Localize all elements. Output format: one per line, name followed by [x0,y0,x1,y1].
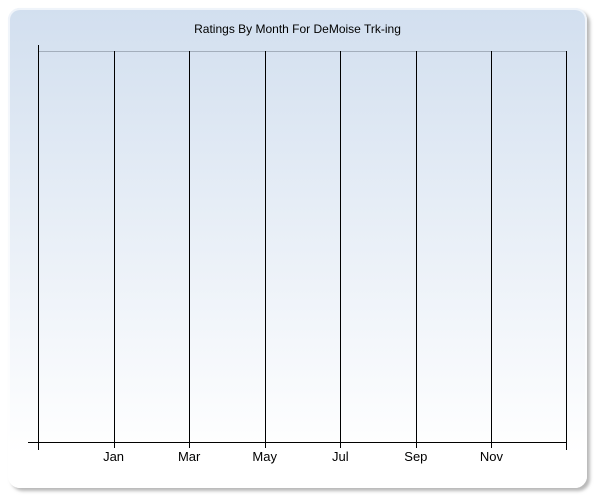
x-tick-label: Jul [331,449,349,464]
x-tick-label: Mar [177,449,201,464]
gridline [491,51,493,448]
chart-title: Ratings By Month For DeMoise Trk-ing [194,22,401,36]
plot-area: Jan Mar May Jul Sep Nov [28,45,567,464]
y-axis-line [38,45,39,450]
gridline [113,51,115,448]
x-tick-label: Sep [404,449,428,464]
x-tick-label: Nov [479,449,503,464]
plot-right-border [566,51,567,450]
x-tick-label: May [252,449,277,464]
gridline [340,51,342,448]
gridline [264,51,266,448]
x-tick-label: Jan [103,449,125,464]
x-axis-line [28,442,567,443]
gridline [189,51,191,448]
chart-panel: Ratings By Month For DeMoise Trk-ing Jan… [8,8,587,488]
gridline [415,51,417,448]
